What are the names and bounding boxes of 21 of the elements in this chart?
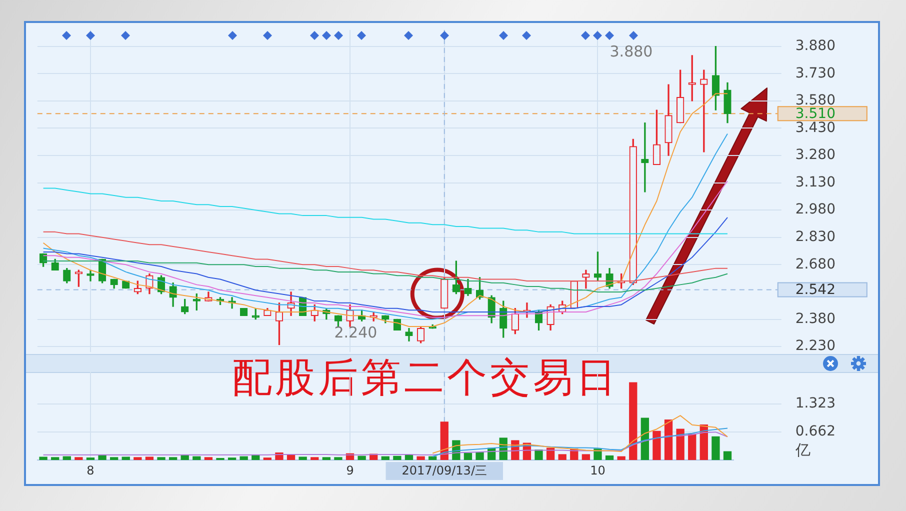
- x-tick-label: 2017/09/13/三: [402, 463, 487, 478]
- y-tick-label: 1.323: [795, 396, 836, 412]
- y-axis-title: 亿: [794, 440, 810, 459]
- y-tick-label: 2.230: [795, 338, 836, 354]
- annotation: 2.240: [334, 324, 378, 342]
- x-tick-label: 10: [590, 463, 606, 478]
- annotation: 配股后第二个交易日: [232, 355, 619, 401]
- annotation: 3.880: [610, 42, 653, 60]
- y-tick-label: 2.380: [795, 310, 836, 327]
- x-tick-label: 8: [86, 463, 94, 478]
- y-tick-label: 3.130: [795, 174, 836, 190]
- y-tick-label: 3.880: [795, 38, 836, 54]
- y-tick-label: 2.680: [795, 256, 836, 272]
- y-tick-label: 2.830: [795, 229, 836, 246]
- ref-line-label: 2.542: [795, 282, 836, 298]
- y-tick-label: 3.430: [795, 120, 836, 136]
- y-tick-label: 3.730: [795, 65, 836, 82]
- x-tick-label: 9: [346, 463, 354, 478]
- y-tick-label: 0.662: [795, 424, 836, 440]
- y-tick-label: 3.280: [795, 147, 836, 164]
- y-tick-label: 2.980: [795, 202, 836, 218]
